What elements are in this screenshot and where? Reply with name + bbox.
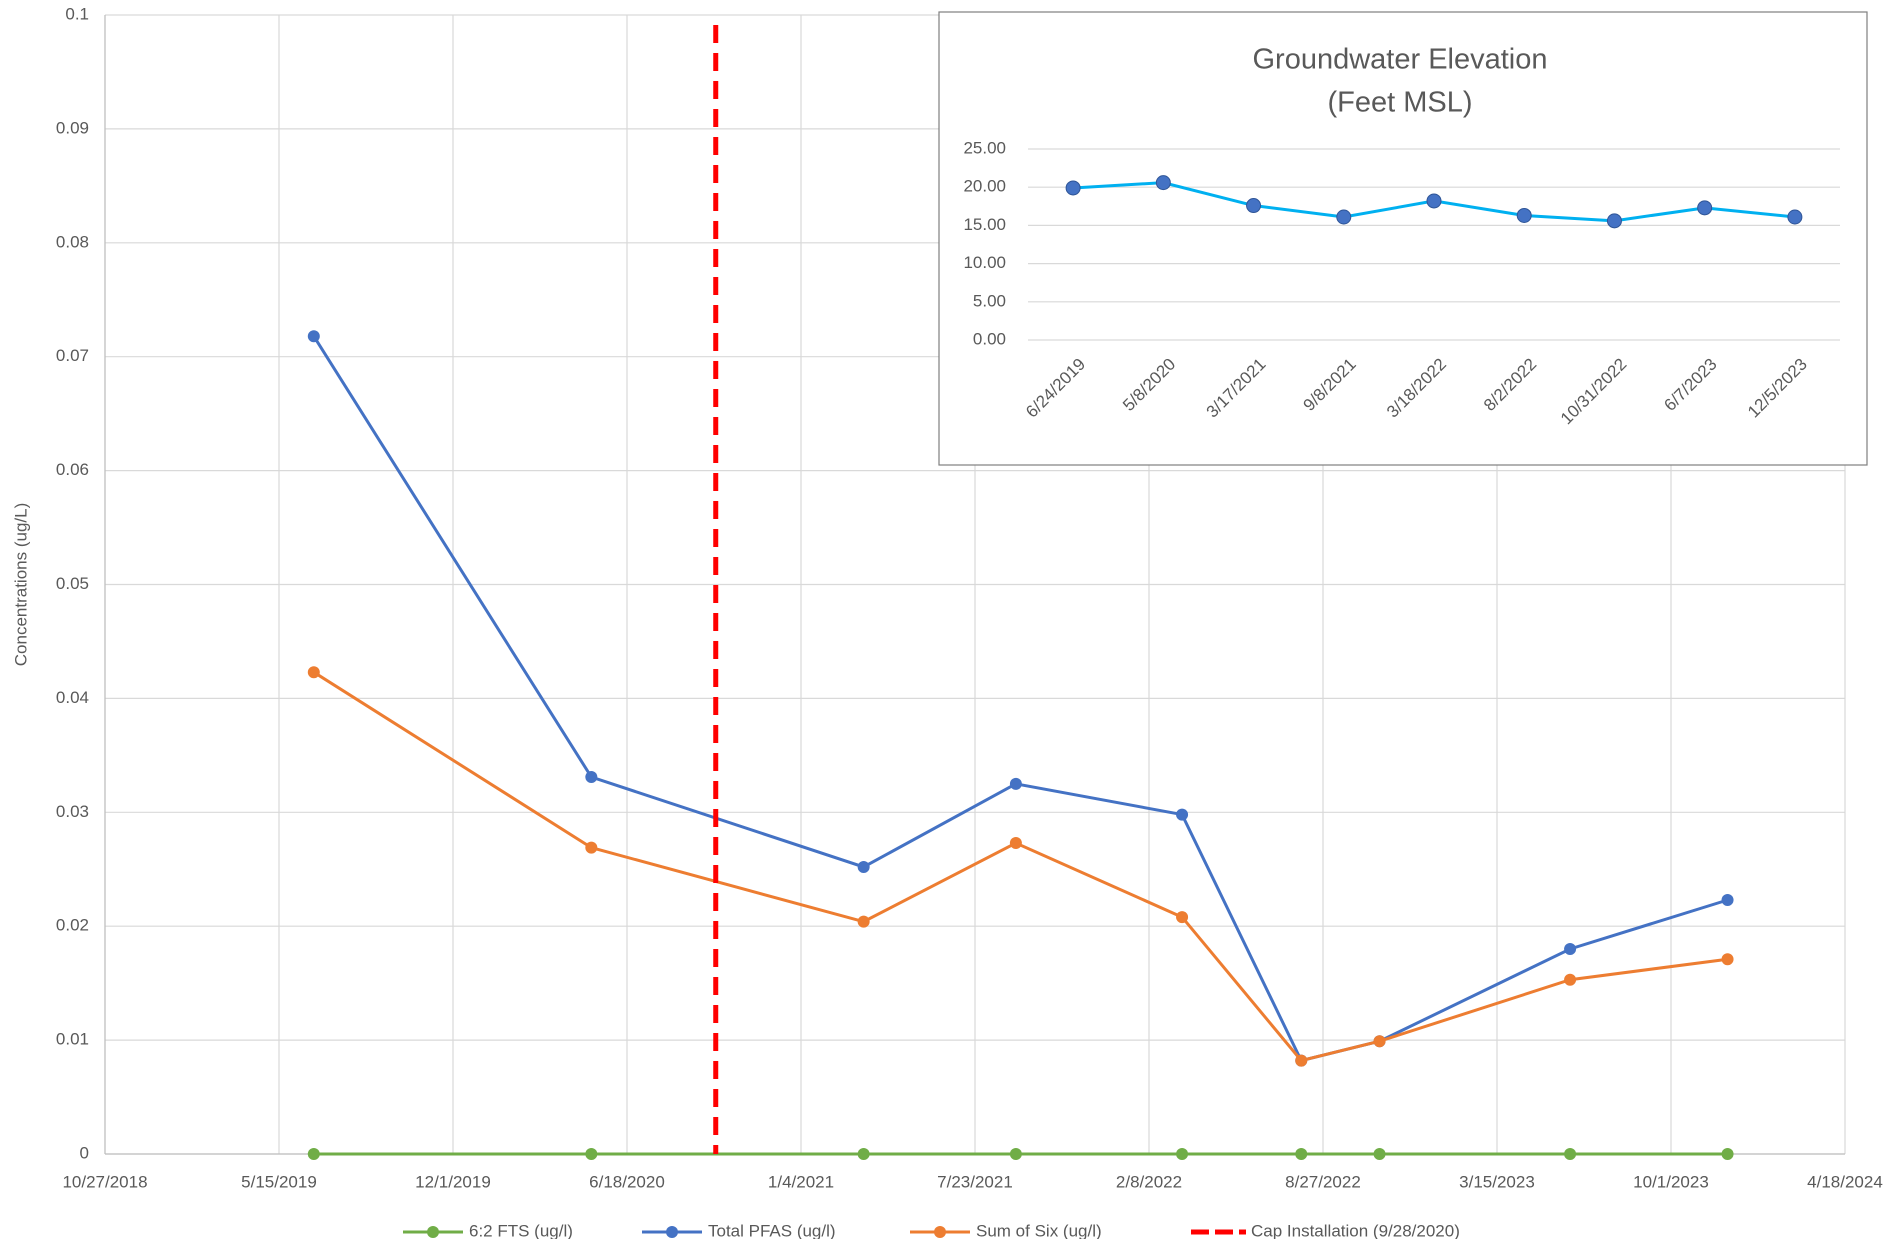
- x-tick-label: 7/23/2021: [937, 1172, 1013, 1191]
- data-point: [307, 1148, 320, 1160]
- data-point: [1295, 1148, 1308, 1160]
- series-line: [312, 670, 1728, 1063]
- data-point: [1426, 193, 1442, 209]
- x-tick-label: 8/27/2022: [1285, 1172, 1361, 1191]
- data-point: [1176, 911, 1189, 924]
- data-point: [1373, 1148, 1386, 1160]
- y-tick-label: 0.02: [56, 916, 89, 935]
- data-point: [585, 770, 598, 783]
- y-tick-label: 10.00: [963, 253, 1006, 272]
- data-point: [1564, 1148, 1577, 1160]
- legend-label: Sum of Six (ug/l): [976, 1221, 1102, 1239]
- data-point: [857, 1148, 870, 1160]
- data-point: [1697, 200, 1713, 216]
- data-point: [1721, 894, 1734, 907]
- data-point: [585, 1148, 598, 1160]
- y-tick-label: 0.00: [973, 329, 1006, 348]
- legend-marker: [934, 1226, 946, 1238]
- x-tick-label: 1/4/2021: [768, 1172, 834, 1191]
- data-point: [1009, 837, 1022, 850]
- data-point: [1564, 973, 1577, 986]
- x-tick-label: 4/18/2024: [1807, 1172, 1883, 1191]
- y-tick-label: 0.05: [56, 574, 89, 593]
- y-tick-label: 0.06: [56, 460, 89, 479]
- legend-marker: [427, 1226, 439, 1238]
- y-tick-label: 20.00: [963, 177, 1006, 196]
- x-tick-label: 5/15/2019: [241, 1172, 317, 1191]
- legend-label: Cap Installation (9/28/2020): [1251, 1221, 1460, 1239]
- y-tick-label: 0: [80, 1143, 89, 1162]
- data-point: [1176, 1148, 1189, 1160]
- y-tick-label: 0.09: [56, 118, 89, 137]
- data-point: [1009, 1148, 1022, 1160]
- data-point: [307, 666, 320, 679]
- y-tick-label: 25.00: [963, 138, 1006, 157]
- legend-label: 6:2 FTS (ug/l): [469, 1221, 573, 1239]
- data-point: [1155, 175, 1171, 191]
- y-tick-label: 0.1: [65, 4, 89, 23]
- x-tick-label: 2/8/2022: [1116, 1172, 1182, 1191]
- data-point: [1246, 198, 1262, 214]
- data-point: [585, 841, 598, 854]
- data-point: [1009, 777, 1022, 790]
- data-point: [1787, 209, 1803, 225]
- data-point: [1176, 808, 1189, 821]
- data-point: [857, 860, 870, 873]
- data-point: [1564, 942, 1577, 955]
- legend-label: Total PFAS (ug/l): [708, 1221, 836, 1239]
- data-point: [307, 330, 320, 343]
- y-tick-label: 0.03: [56, 802, 89, 821]
- legend-marker: [666, 1226, 678, 1238]
- data-point: [857, 915, 870, 928]
- y-tick-label: 0.04: [56, 688, 89, 707]
- data-point: [1516, 207, 1532, 223]
- x-tick-label: 10/27/2018: [62, 1172, 147, 1191]
- y-tick-label: 0.07: [56, 346, 89, 365]
- y-tick-label: 15.00: [963, 215, 1006, 234]
- inset-title: (Feet MSL): [1327, 87, 1472, 119]
- data-point: [1606, 213, 1622, 229]
- data-point: [1336, 209, 1352, 225]
- x-tick-label: 3/15/2023: [1459, 1172, 1535, 1191]
- inset-frame: [938, 11, 1868, 466]
- y-tick-label: 0.01: [56, 1030, 89, 1049]
- y-axis-label: Concentrations (ug/L): [11, 503, 30, 666]
- y-tick-label: 5.00: [973, 291, 1006, 310]
- data-point: [1065, 180, 1081, 196]
- data-point: [1373, 1035, 1386, 1048]
- x-tick-label: 10/1/2023: [1633, 1172, 1709, 1191]
- data-point: [1295, 1054, 1308, 1067]
- inset-title: Groundwater Elevation: [1253, 44, 1548, 76]
- data-point: [1721, 953, 1734, 966]
- data-point: [1721, 1148, 1734, 1160]
- x-tick-label: 12/1/2019: [415, 1172, 491, 1191]
- y-tick-label: 0.08: [56, 232, 89, 251]
- x-tick-label: 6/18/2020: [589, 1172, 665, 1191]
